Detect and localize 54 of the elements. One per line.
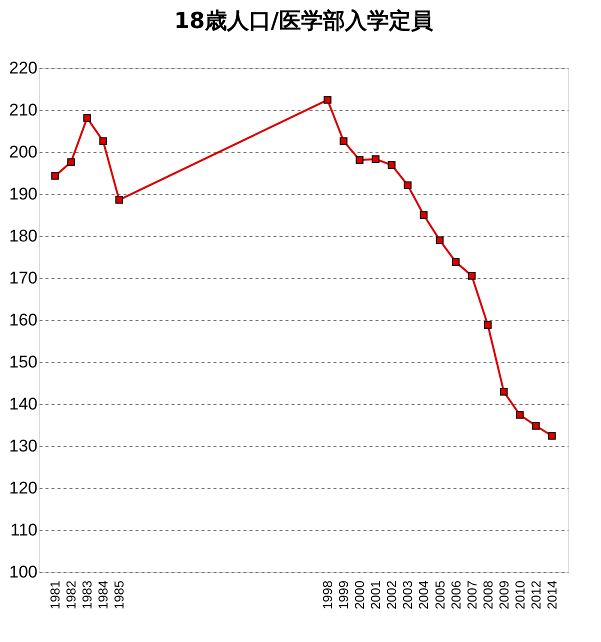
point xyxy=(404,181,412,190)
y-tick-label: 150 xyxy=(9,352,38,372)
x-tick-label: 2007 xyxy=(464,580,480,610)
point xyxy=(372,155,380,163)
point xyxy=(468,272,476,280)
y-tick-label: 110 xyxy=(10,520,38,540)
y-tick-label: 180 xyxy=(9,226,38,246)
x-tick-label: 2014 xyxy=(544,580,560,610)
point xyxy=(436,236,444,244)
x-tick-label: 2010 xyxy=(512,580,528,610)
y-tick-label: 100 xyxy=(9,562,38,582)
point xyxy=(115,196,124,204)
x-tick-label: 1981 xyxy=(48,580,63,610)
y-tick-label: 120 xyxy=(9,478,38,498)
x-tick-label: 2009 xyxy=(496,580,512,610)
x-tick-label: 2012 xyxy=(528,580,544,610)
y-tick-label: 160 xyxy=(9,310,38,330)
x-tick-label: 2003 xyxy=(400,580,416,610)
y-tick-label: 210 xyxy=(9,100,38,120)
x-tick-label: 2005 xyxy=(432,580,448,610)
point xyxy=(548,432,556,440)
x-tick-label: 1983 xyxy=(80,580,95,610)
y-tick-label: 140 xyxy=(9,394,38,414)
y-tick-label: 130 xyxy=(9,436,38,456)
point xyxy=(83,114,91,122)
y-tick-label: 220 xyxy=(9,58,38,78)
x-tick-label: 1998 xyxy=(320,580,336,610)
point xyxy=(356,156,364,164)
x-tick-label: 1985 xyxy=(112,580,127,610)
point xyxy=(500,388,508,396)
x-tick-label: 1984 xyxy=(96,580,111,610)
point xyxy=(452,258,460,266)
x-tick-label: 2001 xyxy=(368,580,384,610)
x-tick-label: 2006 xyxy=(448,580,464,610)
x-tick-label: 2004 xyxy=(416,580,432,610)
y-tick-label: 190 xyxy=(9,184,38,204)
y-tick-label: 200 xyxy=(9,142,38,162)
point xyxy=(67,158,75,166)
y-tick-label: 170 xyxy=(9,268,38,288)
x-tick-label: 2000 xyxy=(352,580,368,610)
x-tick-label: 2008 xyxy=(480,580,496,610)
x-tick-label: 2002 xyxy=(384,580,400,610)
x-tick-label: 1982 xyxy=(64,580,79,610)
x-tick-label: 1999 xyxy=(336,580,352,610)
point xyxy=(484,321,492,329)
point xyxy=(388,161,396,169)
point xyxy=(51,172,59,180)
point xyxy=(340,137,348,145)
point xyxy=(532,422,540,430)
point xyxy=(516,411,524,419)
point xyxy=(324,96,332,104)
point xyxy=(420,211,428,219)
chart-title: 18歳人口/医学部入学定員 xyxy=(174,8,433,34)
point xyxy=(99,137,107,145)
